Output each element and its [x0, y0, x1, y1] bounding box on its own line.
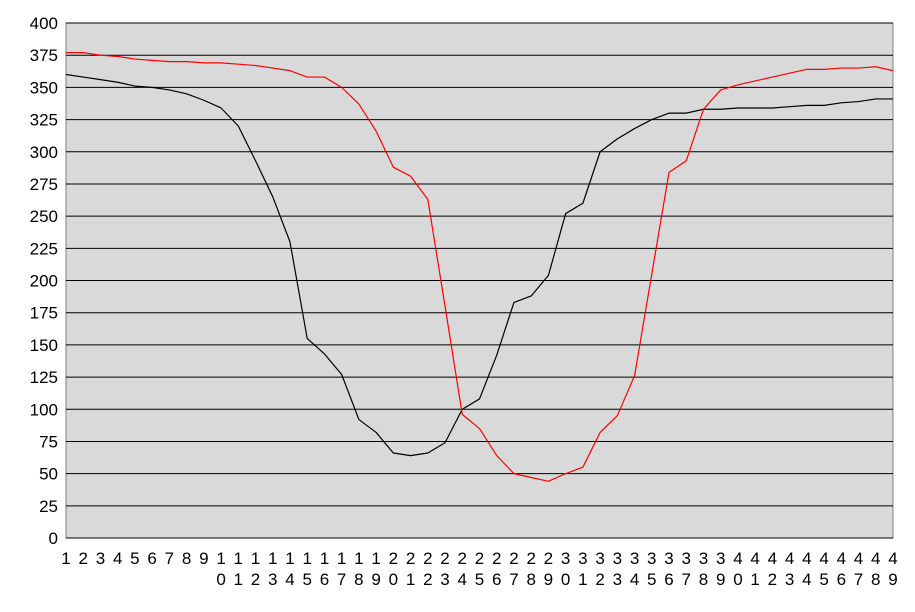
series-line-2: [66, 52, 894, 482]
y-tick-label: 175: [30, 304, 58, 323]
series-line-1: [65, 73, 893, 457]
x-tick-label: 4: [113, 549, 122, 568]
series-lines: [65, 52, 894, 482]
y-tick-label: 200: [30, 272, 58, 291]
y-tick-label: 275: [30, 175, 58, 194]
x-axis: 1 2 3 4 5 6 7 8 9 1 01 11 21 31 41 51 61 71 81 92 02 12 22 32 42…: [61, 549, 897, 589]
y-tick-label: 225: [30, 239, 58, 258]
y-tick-label: 300: [30, 143, 58, 162]
y-tick-label: 400: [30, 14, 58, 33]
y-tick-label: 25: [39, 497, 58, 516]
x-tick-label: 3: [96, 549, 105, 568]
x-tick-label: 8: [182, 549, 191, 568]
y-tick-label: 50: [39, 465, 58, 484]
y-tick-label: 100: [30, 400, 58, 419]
x-tick-label: 6: [147, 549, 156, 568]
x-tick-label: 2: [78, 549, 87, 568]
x-tick-label: 5: [130, 549, 139, 568]
x-tick-label: 7: [165, 549, 174, 568]
y-tick-label: 75: [39, 432, 58, 451]
y-tick-label: 150: [30, 336, 58, 355]
y-tick-label: 125: [30, 368, 58, 387]
x-tick-label: 9: [199, 549, 208, 568]
y-tick-label: 250: [30, 207, 58, 226]
y-tick-label: 375: [30, 46, 58, 65]
y-tick-label: 325: [30, 111, 58, 130]
y-tick-label: 0: [49, 529, 58, 548]
y-axis: 0 25 50 75 100 125 150 175 200 225 250 275 300 325 350…: [30, 14, 58, 548]
x-tick-label: 1: [61, 549, 70, 568]
y-tick-label: 350: [30, 78, 58, 97]
gridlines: [66, 22, 893, 539]
